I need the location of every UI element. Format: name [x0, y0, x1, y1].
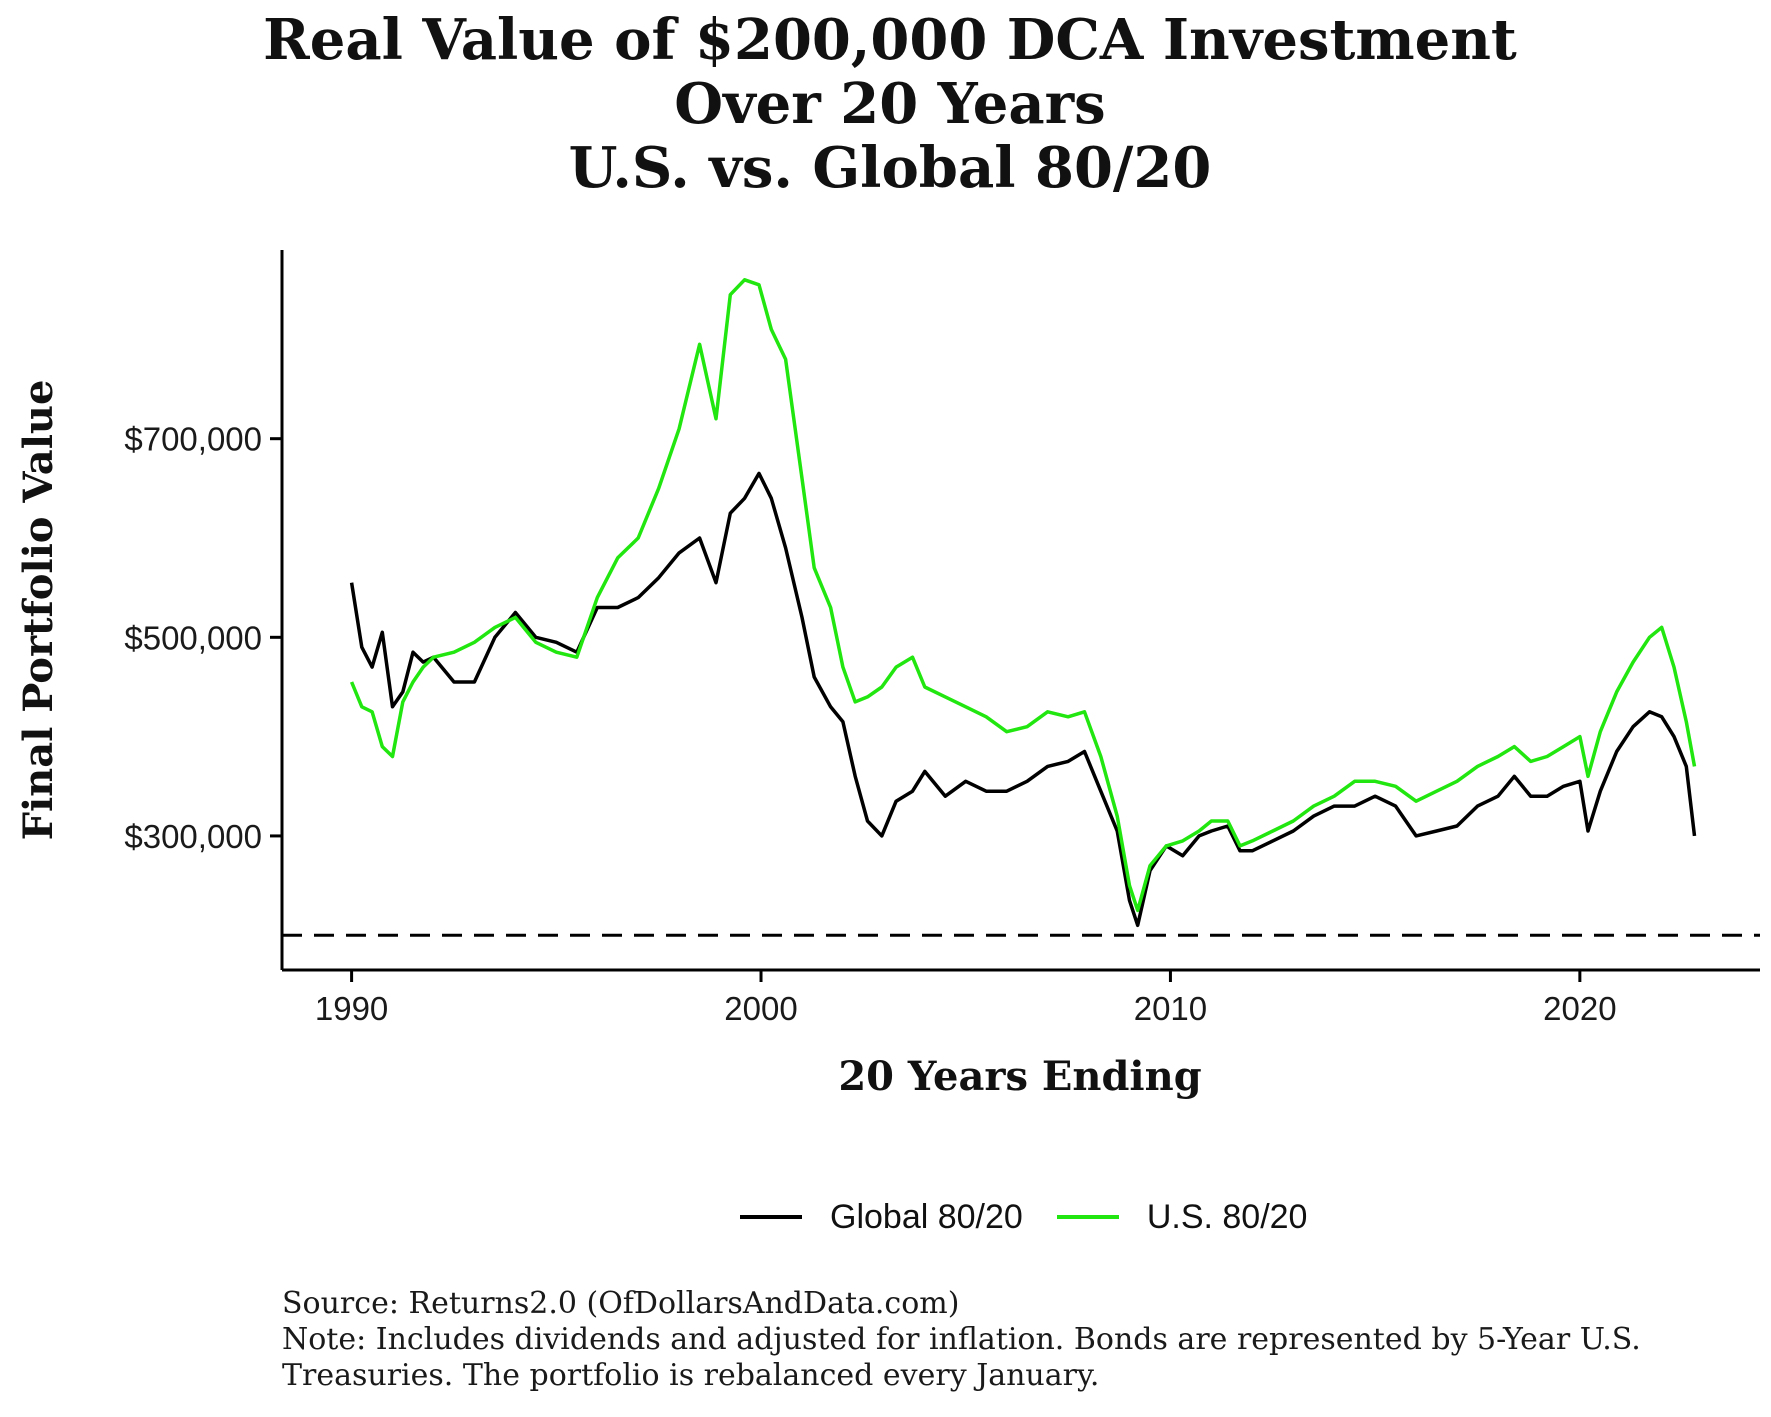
y-tick-label: $500,000 — [124, 619, 262, 656]
legend-swatch-us — [1056, 1215, 1119, 1219]
y-tick-label: $300,000 — [124, 818, 262, 855]
series-line-global — [349, 471, 1697, 928]
chart-title-line-1: Real Value of $200,000 DCA Investment — [263, 7, 1517, 73]
chart-footer: Source: Returns2.0 (OfDollarsAndData.com… — [282, 1286, 1682, 1394]
legend-item-global: Global 80/20 — [740, 1198, 1023, 1237]
x-tick-label: 2000 — [724, 990, 797, 1027]
x-axis-title: 20 Years Ending — [838, 1053, 1201, 1100]
legend-label-us: U.S. 80/20 — [1146, 1197, 1308, 1236]
x-tick-label: 2020 — [1543, 990, 1616, 1027]
legend-swatch-global — [740, 1215, 802, 1219]
legend-item-us: U.S. 80/20 — [1056, 1197, 1308, 1237]
y-tick-label: $700,000 — [124, 421, 262, 458]
x-tick-label: 1990 — [315, 990, 388, 1027]
plot-lines — [349, 278, 1697, 928]
chart-title-line-2: Over 20 Years — [674, 71, 1106, 137]
legend-label-global: Global 80/20 — [830, 1197, 1023, 1236]
x-tick-label: 2010 — [1134, 990, 1207, 1027]
methodology-note: Note: Includes dividends and adjusted fo… — [282, 1322, 1641, 1393]
x-axis-ticks: 1990 2000 2010 2020 — [315, 970, 1617, 1027]
source-note: Source: Returns2.0 (OfDollarsAndData.com… — [282, 1286, 960, 1321]
chart-title: Real Value of $200,000 DCA Investment Ov… — [0, 8, 1771, 200]
chart-title-line-3: U.S. vs. Global 80/20 — [568, 135, 1212, 201]
legend: Global 80/20 U.S. 80/20 — [740, 1192, 1341, 1242]
series-line-us — [349, 278, 1697, 913]
y-axis-title: Final Portfolio Value — [15, 380, 62, 841]
y-axis-ticks: $300,000 $500,000 $700,000 — [124, 421, 282, 855]
